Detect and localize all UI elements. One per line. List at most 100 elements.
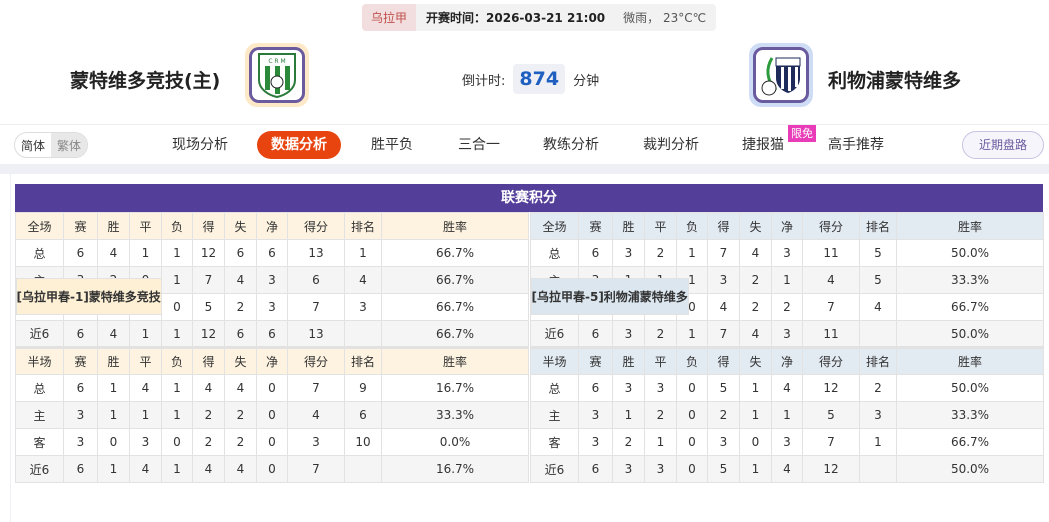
cell: 2 [644,239,677,267]
column-header: 半场 [530,346,579,375]
cell: 1 [344,239,382,267]
cell: 66.7% [381,320,529,348]
lang-simplified[interactable]: 简体 [21,138,46,153]
lang-traditional[interactable]: 繁体 [51,133,88,157]
away-team-logo[interactable] [749,43,813,107]
tab-coach-analysis[interactable]: 教练分析 [543,137,599,153]
cell: 3 [344,293,382,321]
away-team-name[interactable]: 利物浦蒙特维多 [828,70,962,92]
cell: 66.7% [381,239,529,267]
cell: 6 [224,239,257,267]
home-team-logo[interactable]: C R M [245,43,309,107]
tab-data-analysis[interactable]: 数据分析 [257,131,341,159]
column-header: 赛 [578,212,613,240]
cell: 4 [129,455,162,483]
cell: 2 [739,293,772,321]
cell: 4 [739,239,772,267]
cell: 1 [644,428,677,456]
cell: 11 [802,239,860,267]
cell [344,320,382,348]
cell: 11 [802,320,860,348]
cell: 1 [161,455,193,483]
cell: 3 [644,455,677,483]
tab-three-in-one[interactable]: 三合一 [458,137,500,153]
cell: 0 [676,428,708,456]
cell: 13 [287,320,345,348]
cell: 4 [192,455,225,483]
cell: 33.3% [896,266,1044,294]
table-row: 总 6 4 1 1 12 6 6 13 1 66.7% [15,239,529,267]
column-header: 全场 [530,212,579,240]
cell: 总 [530,239,579,267]
column-header: 排名 [859,346,897,375]
table-row: 总 6 3 3 0 5 1 4 12 2 50.0% [530,374,1044,402]
home-team-name[interactable]: 蒙特维多竞技(主) [70,70,221,92]
recent-odds-button[interactable]: 近期盘路 [962,131,1044,159]
cell: 1 [161,266,193,294]
column-header: 失 [224,212,257,240]
table-row: 近6 6 3 3 0 5 1 4 12 50.0% [530,455,1044,483]
cell: 4 [224,266,257,294]
cell: 10 [344,428,382,456]
column-header: 失 [739,346,772,375]
cell: 6 [224,320,257,348]
cell: 7 [707,320,740,348]
cell: 12 [802,455,860,483]
cell: 1 [129,239,162,267]
cell: 主 [15,401,64,429]
cell: 6 [63,455,98,483]
match-info-bar: 乌拉甲 开赛时间：2026-03-21 21:00 微雨， 23°C℃ [362,4,717,31]
column-header: 负 [676,212,708,240]
tab-1x2[interactable]: 胜平负 [371,137,413,153]
cell: 50.0% [896,374,1044,402]
cell: 3 [771,320,803,348]
column-header: 平 [644,212,677,240]
cell: 1 [612,401,645,429]
cell: 客 [15,428,64,456]
table-row: 总 6 1 4 1 4 4 0 7 9 16.7% [15,374,529,402]
league-tag[interactable]: 乌拉甲 [362,4,417,31]
cell: 6 [287,266,345,294]
tab-expert-picks[interactable]: 高手推荐 [828,137,884,153]
tab-live-analysis[interactable]: 现场分析 [172,137,228,153]
countdown-unit: 分钟 [573,73,600,89]
column-header: 胜 [612,212,645,240]
cell: 0 [161,428,193,456]
team-standing-label: [乌拉甲春-5]利物浦蒙特维多 [530,278,689,315]
column-header: 胜 [97,212,130,240]
cell: 1 [859,428,897,456]
cell: 13 [287,239,345,267]
cell: 2 [644,320,677,348]
home-standings-table: [乌拉甲春-1]蒙特维多竞技 全场赛胜平负得失净得分 排名 胜率总 6 4 1 1 12 6 6 13… [15,212,529,483]
column-header: 失 [739,212,772,240]
cell: 33.3% [896,401,1044,429]
cell: 4 [859,293,897,321]
cell: 4 [129,374,162,402]
header-row: 全场赛胜平负得失净得分 排名 胜率 [15,212,529,240]
cell: 3 [256,266,288,294]
column-header: 赛 [578,346,613,375]
cell: 3 [612,455,645,483]
cell: 6 [578,320,613,348]
cell: 1 [739,374,772,402]
cell: 3 [63,401,98,429]
tab-referee-analysis[interactable]: 裁判分析 [643,137,699,153]
cell: 66.7% [381,293,529,321]
column-header: 得 [192,346,225,375]
column-header: 负 [161,212,193,240]
cell: 总 [15,374,64,402]
cell: 0 [256,455,288,483]
cell: 1 [161,320,193,348]
free-badge: 限免 [788,125,816,142]
cell: 7 [287,293,345,321]
column-header: 排名 [859,212,897,240]
cell: 7 [287,374,345,402]
cell: 6 [63,374,98,402]
table-row: 近6 6 4 1 1 12 6 6 13 66.7% [15,320,529,348]
cell: 0 [739,428,772,456]
cell: 3 [707,428,740,456]
tab-jiebaomao[interactable]: 捷报猫 [742,137,784,153]
shield-icon [761,57,801,96]
column-header: 半场 [15,346,64,375]
cell: 近6 [530,320,579,348]
